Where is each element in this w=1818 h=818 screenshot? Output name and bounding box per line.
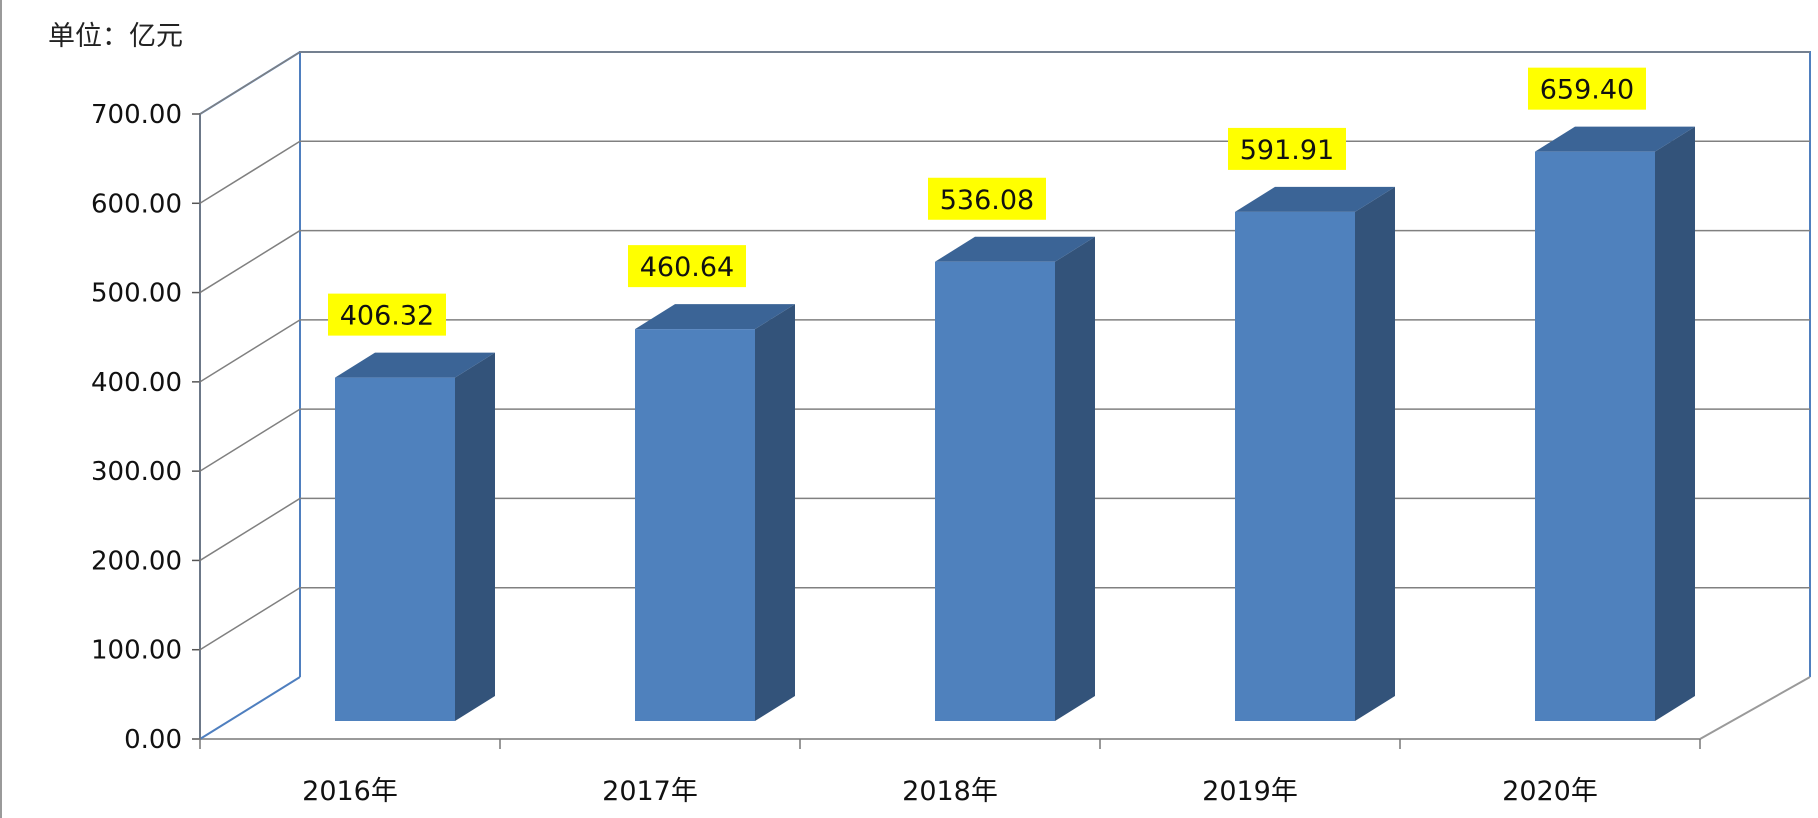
y-tick-label: 500.00 (91, 279, 182, 309)
bar-top (1535, 126, 1695, 152)
data-label-bg (1528, 67, 1646, 110)
bar-top (335, 352, 495, 378)
x-tick-label: 2019年 (1202, 776, 1298, 807)
x-tick-label: 2018年 (902, 776, 998, 807)
x-tick-label: 2016年 (302, 776, 398, 807)
x-tick-label: 2020年 (1502, 776, 1598, 807)
left-border-rule (0, 0, 2, 818)
data-label: 406.32 (340, 301, 434, 332)
y-tick-label: 700.00 (91, 100, 182, 130)
bar-side (755, 304, 795, 721)
y-tick-label: 100.00 (91, 636, 182, 666)
bar-front (1535, 151, 1655, 721)
unit-label: 单位：亿元 (48, 21, 183, 52)
y-tick-label: 400.00 (91, 368, 182, 398)
data-label-bg (328, 293, 446, 336)
bar-front (635, 329, 755, 721)
gridline-side (199, 51, 301, 115)
bar-side (455, 352, 495, 721)
y-tick-label: 0.00 (124, 725, 182, 755)
side-wall (199, 51, 301, 739)
data-label: 591.91 (1240, 135, 1334, 166)
bar (335, 352, 495, 721)
bar-front (935, 261, 1055, 721)
bar-side (1055, 236, 1095, 721)
data-label: 460.64 (640, 252, 734, 283)
bar (1535, 126, 1695, 721)
gridline-side (199, 408, 301, 472)
bar-side (1655, 126, 1695, 721)
bar-front (335, 377, 455, 721)
bar-top (935, 236, 1095, 262)
bar (635, 304, 795, 721)
gridline-side (199, 140, 301, 204)
gridline-side (199, 229, 301, 294)
data-label: 536.08 (940, 185, 1034, 216)
y-tick-label: 200.00 (91, 546, 182, 576)
data-label-bg (1228, 127, 1346, 170)
bar (1235, 186, 1395, 721)
bar-top (635, 304, 795, 330)
x-tick-label: 2017年 (602, 776, 698, 807)
data-label-bg (928, 177, 1046, 220)
gridline-side (199, 319, 301, 383)
y-tick-label: 300.00 (91, 457, 182, 487)
data-label-bg (628, 245, 746, 288)
bar (935, 236, 1095, 721)
bar-top (1235, 186, 1395, 212)
bar-front (1235, 211, 1355, 721)
gridline-side (199, 587, 301, 651)
y-tick-label: 600.00 (91, 189, 182, 219)
data-labels: 406.32 460.64 536.08 591.91 659.40 (328, 67, 1646, 336)
floor-left-edge (199, 676, 301, 740)
data-label: 659.40 (1540, 75, 1634, 106)
bars (335, 126, 1695, 721)
y-axis: 0.00 100.00 200.00 300.00 400.00 500.00 600.00… (91, 100, 201, 755)
x-axis: 2016年 2017年 2018年 2019年 2020年 (199, 739, 1701, 807)
bar-side (1355, 186, 1395, 721)
gridline-side (199, 497, 301, 562)
